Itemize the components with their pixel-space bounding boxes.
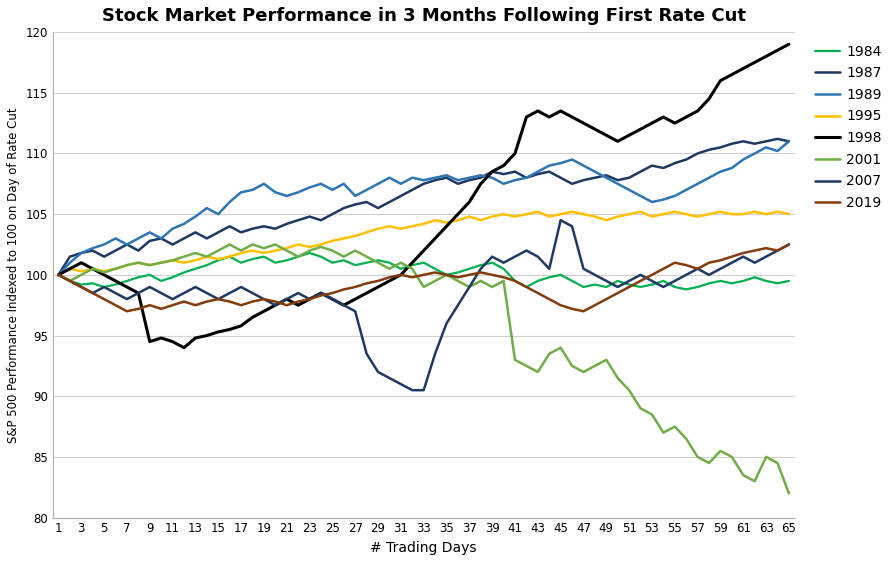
- 1998: [53, 271, 63, 278]
- 1989: [270, 189, 281, 196]
- 1984: [270, 259, 281, 266]
- 2019: [692, 265, 703, 272]
- 2007: [783, 241, 794, 248]
- 1989: [361, 187, 372, 193]
- Legend: 1984, 1987, 1989, 1995, 1998, 2001, 2007, 2019: 1984, 1987, 1989, 1995, 1998, 2001, 2007…: [809, 39, 888, 216]
- 2019: [783, 241, 794, 248]
- 1984: [441, 271, 451, 278]
- 1995: [783, 211, 794, 217]
- 1984: [53, 271, 63, 278]
- Y-axis label: S&P 500 Performance Indexed to 100 on Day of Rate Cut: S&P 500 Performance Indexed to 100 on Da…: [7, 107, 20, 443]
- 2001: [236, 247, 247, 254]
- 1984: [681, 286, 692, 293]
- 2007: [224, 289, 235, 296]
- Line: 1989: 1989: [58, 141, 789, 275]
- Title: Stock Market Performance in 3 Months Following First Rate Cut: Stock Market Performance in 3 Months Fol…: [102, 7, 746, 25]
- 1987: [772, 135, 783, 142]
- 2019: [282, 302, 292, 309]
- 2007: [270, 302, 281, 309]
- 1989: [224, 198, 235, 205]
- Line: 2019: 2019: [58, 244, 789, 311]
- 1995: [361, 229, 372, 235]
- 1987: [224, 223, 235, 230]
- Line: 2007: 2007: [58, 220, 789, 390]
- 2007: [555, 217, 566, 224]
- 1987: [361, 198, 372, 205]
- 1989: [681, 187, 692, 193]
- 2019: [122, 308, 132, 315]
- 1998: [783, 41, 794, 48]
- 1984: [304, 250, 315, 256]
- 1987: [53, 271, 63, 278]
- X-axis label: # Trading Days: # Trading Days: [370, 541, 477, 555]
- 1987: [749, 140, 760, 147]
- 1987: [681, 156, 692, 163]
- 1995: [224, 253, 235, 260]
- 2001: [224, 241, 235, 248]
- Line: 1984: 1984: [58, 253, 789, 289]
- 1984: [224, 253, 235, 260]
- 1989: [430, 174, 441, 181]
- Line: 1998: 1998: [58, 44, 789, 348]
- 2019: [373, 278, 384, 284]
- 2007: [704, 271, 714, 278]
- 2001: [441, 271, 451, 278]
- 2007: [407, 387, 417, 393]
- 2001: [692, 454, 703, 460]
- 1995: [692, 213, 703, 220]
- Line: 1987: 1987: [58, 139, 789, 275]
- 2001: [783, 490, 794, 497]
- 2007: [53, 271, 63, 278]
- 2007: [441, 320, 451, 327]
- 2019: [236, 302, 247, 309]
- 1998: [373, 284, 384, 291]
- 1984: [761, 278, 772, 284]
- 1984: [373, 257, 384, 264]
- 2019: [761, 245, 772, 252]
- 1984: [783, 278, 794, 284]
- 1998: [236, 323, 247, 329]
- 2019: [441, 271, 451, 278]
- 2001: [373, 259, 384, 266]
- 2001: [282, 247, 292, 254]
- 1998: [441, 223, 451, 230]
- 1998: [179, 345, 190, 351]
- 1989: [783, 138, 794, 144]
- 2019: [53, 271, 63, 278]
- 1995: [53, 271, 63, 278]
- 1998: [761, 53, 772, 60]
- 1987: [783, 138, 794, 144]
- 2001: [53, 271, 63, 278]
- Line: 2001: 2001: [58, 244, 789, 493]
- 1995: [270, 247, 281, 254]
- 1995: [533, 209, 544, 215]
- 1998: [692, 107, 703, 114]
- 1995: [430, 217, 441, 224]
- Line: 1995: 1995: [58, 212, 789, 275]
- 2001: [761, 454, 772, 460]
- 1987: [430, 177, 441, 184]
- 1984: [704, 280, 714, 287]
- 1989: [53, 271, 63, 278]
- 1989: [761, 144, 772, 151]
- 1987: [270, 225, 281, 232]
- 1995: [761, 211, 772, 217]
- 2007: [761, 253, 772, 260]
- 1998: [282, 296, 292, 302]
- 2007: [361, 350, 372, 357]
